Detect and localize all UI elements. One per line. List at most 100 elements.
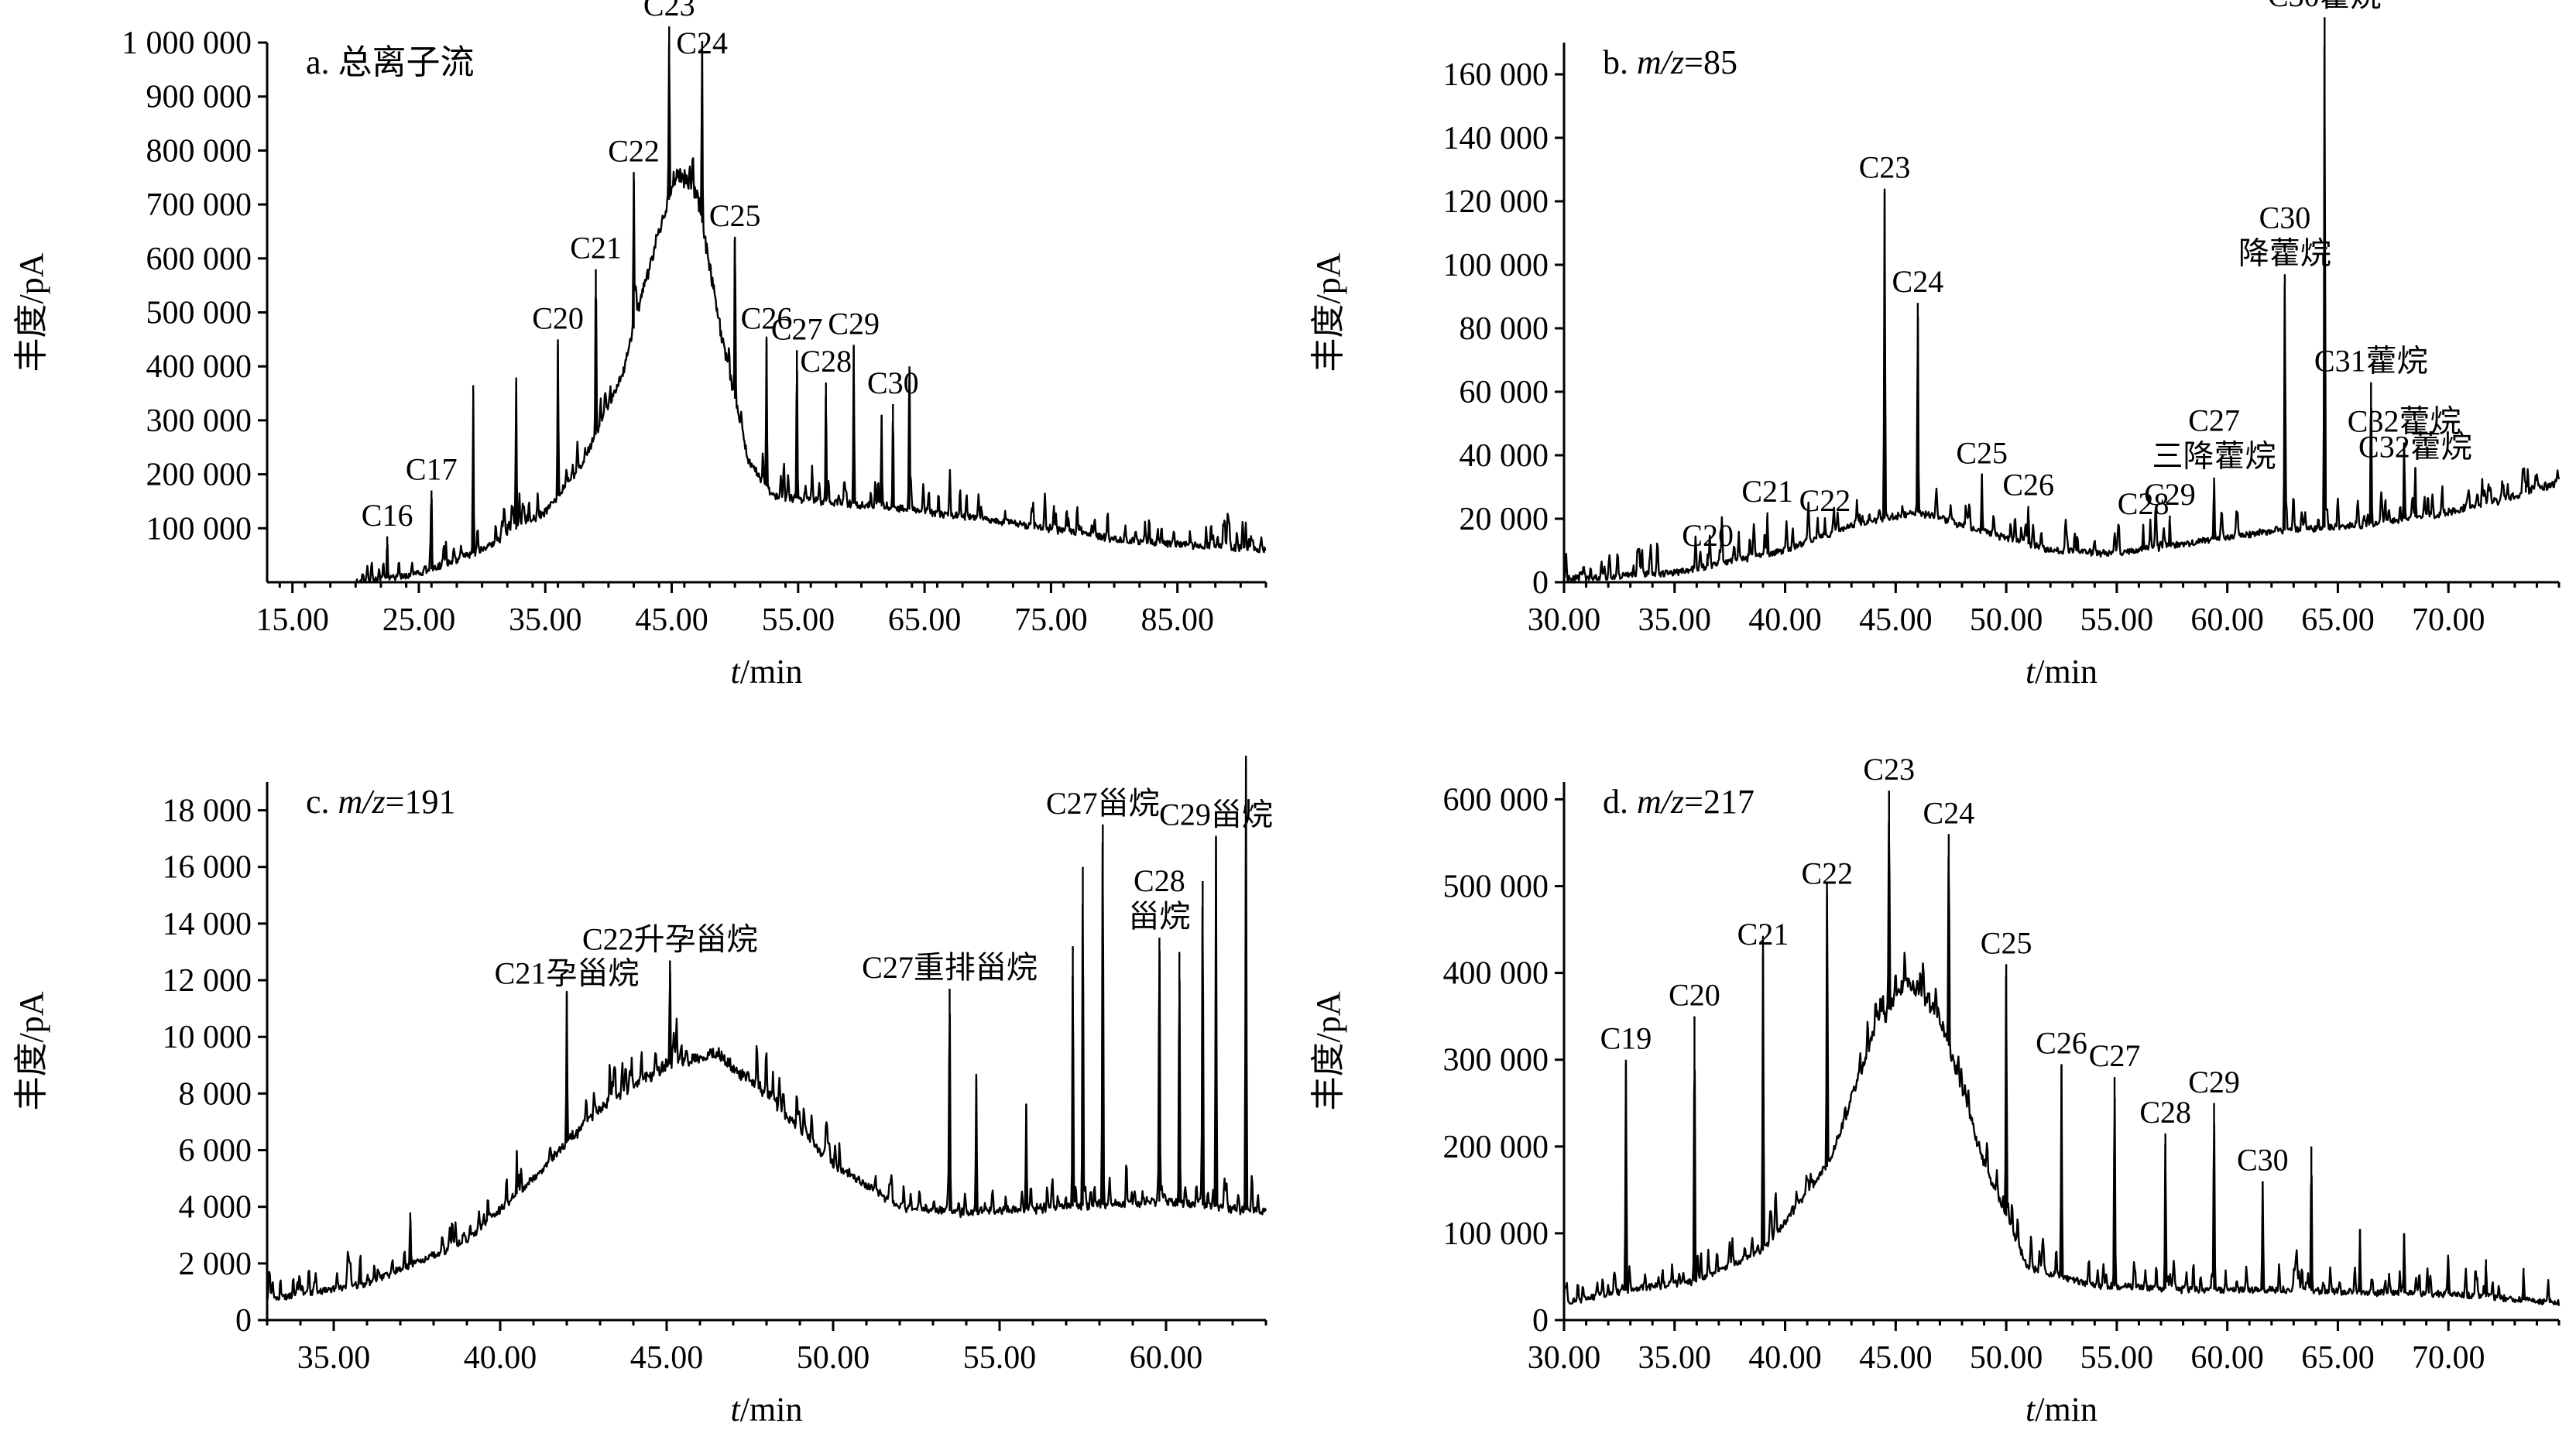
panel-title: b. m/z=85: [1603, 43, 1737, 81]
peak-label: C32藿烷: [2358, 429, 2472, 464]
peak-label: C17: [406, 452, 458, 487]
x-tick-label: 45.00: [635, 602, 708, 638]
x-tick-label: 35.00: [1638, 1340, 1712, 1376]
peak-label: C27重排甾烷: [862, 950, 1038, 985]
y-tick-label: 18 000: [163, 794, 252, 829]
peak-label: 三降藿烷: [2152, 439, 2276, 474]
x-tick-label: 50.00: [1970, 602, 2043, 638]
y-tick-label: 0: [1532, 1303, 1549, 1339]
x-tick-label: 65.00: [2301, 602, 2375, 638]
y-tick-label: 400 000: [146, 349, 252, 385]
peak-label: C23: [1863, 752, 1915, 787]
x-tick-label: 45.00: [1859, 1340, 1933, 1376]
x-tick-label: 40.00: [464, 1340, 537, 1376]
peak-label: C29: [2188, 1065, 2240, 1099]
y-tick-label: 300 000: [1443, 1043, 1549, 1079]
x-tick-label: 30.00: [1528, 602, 1601, 638]
peak-label: C20: [532, 300, 584, 335]
peak-label: C25: [709, 198, 761, 233]
peak-label: C26: [2002, 468, 2054, 502]
x-tick-label: 70.00: [2412, 602, 2485, 638]
x-tick-label: 75.00: [1014, 602, 1088, 638]
x-tick-label: 55.00: [762, 602, 835, 638]
x-axis-title: t/min: [731, 1391, 803, 1428]
chart-panel-3: 0 2 000 4 000 6 000 8 000 10 000 12 000 14 000 1…: [12, 755, 1273, 1428]
y-axis-title: 丰度/pA: [1309, 252, 1347, 372]
chart-panel-2: 0 20 000 40 000 60 000 80 000 100 000 120 000 1…: [1309, 0, 2561, 691]
x-tick-label: 35.00: [1638, 602, 1712, 638]
peak-label: C20: [1669, 978, 1720, 1013]
x-tick-label: 65.00: [888, 602, 962, 638]
x-tick-label: 45.00: [630, 1340, 704, 1376]
y-tick-label: 200 000: [146, 458, 252, 493]
panel-title: c. m/z=191: [306, 783, 455, 821]
y-tick-label: 16 000: [163, 850, 252, 886]
peak-label: C24: [1892, 264, 1944, 299]
y-tick-label: 160 000: [1443, 57, 1549, 93]
y-tick-label: 2 000: [179, 1247, 252, 1282]
y-axis-title: 丰度/pA: [12, 991, 50, 1110]
peak-label: C26: [741, 300, 793, 335]
peak-label: C20: [1682, 518, 1734, 553]
y-tick-label: 500 000: [1443, 869, 1549, 905]
y-tick-label: 80 000: [1460, 311, 1549, 347]
y-tick-label: 14 000: [163, 907, 252, 942]
peak-label: C22: [1801, 856, 1853, 891]
chromatogram-trace: [266, 755, 1267, 1304]
x-axis-title: t/min: [2025, 653, 2098, 691]
peak-label: C26: [2036, 1025, 2087, 1060]
peak-label: C21: [1737, 917, 1789, 952]
peak-label: C30: [2259, 200, 2311, 235]
x-tick-label: 45.00: [1859, 602, 1933, 638]
x-tick-label: 25.00: [382, 602, 456, 638]
y-tick-label: 12 000: [163, 963, 252, 999]
chart-panel-1: 100 000 200 000 300 000 400 000 500 000 600 0…: [12, 0, 1267, 691]
panel-title: d. m/z=217: [1603, 783, 1754, 821]
peak-label: C25: [1956, 436, 2008, 471]
x-tick-label: 65.00: [2301, 1340, 2375, 1376]
y-tick-label: 40 000: [1460, 438, 1549, 474]
peak-label: C28: [1134, 863, 1185, 898]
y-tick-label: 800 000: [146, 133, 252, 169]
y-tick-label: 6 000: [179, 1133, 252, 1169]
x-tick-label: 60.00: [2190, 602, 2264, 638]
x-tick-label: 40.00: [1748, 602, 1822, 638]
peak-label: C22: [608, 133, 660, 168]
y-tick-label: 900 000: [146, 80, 252, 115]
x-tick-label: 55.00: [963, 1340, 1037, 1376]
x-tick-label: 35.00: [509, 602, 582, 638]
x-tick-label: 50.00: [797, 1340, 870, 1376]
y-tick-label: 200 000: [1443, 1130, 1549, 1165]
x-tick-label: 15.00: [256, 602, 329, 638]
y-tick-label: 140 000: [1443, 121, 1549, 156]
x-tick-label: 50.00: [1970, 1340, 2043, 1376]
peak-label: C32藿烷: [2348, 404, 2461, 439]
y-tick-label: 8 000: [179, 1076, 252, 1112]
peak-label: C23: [1859, 150, 1911, 185]
peak-label: C22: [1799, 483, 1851, 518]
y-tick-label: 300 000: [146, 403, 252, 439]
y-axis-title: 丰度/pA: [12, 252, 50, 372]
y-tick-label: 1 000 000: [122, 26, 252, 61]
peak-label: C29甾烷: [1159, 797, 1273, 832]
peak-label: C28: [2118, 486, 2170, 521]
peak-label: C30: [2237, 1143, 2289, 1178]
peak-label: C27: [771, 311, 823, 346]
y-tick-label: 600 000: [146, 242, 252, 277]
x-axis-title: t/min: [731, 653, 803, 691]
peak-label: 甾烷: [1128, 899, 1190, 934]
x-axis-title: t/min: [2025, 1391, 2098, 1428]
y-tick-label: 400 000: [1443, 956, 1549, 992]
y-tick-label: 20 000: [1460, 502, 1549, 537]
peak-label: C21: [570, 231, 622, 266]
y-axis-title: 丰度/pA: [1309, 991, 1347, 1110]
x-tick-label: 55.00: [2080, 1340, 2154, 1376]
y-tick-label: 0: [1532, 565, 1549, 601]
chromatogram-trace: [355, 40, 1267, 584]
peak-label: C28: [2139, 1095, 2191, 1130]
peak-label: C24: [676, 26, 728, 60]
peak-label: C21孕甾烷: [495, 955, 640, 990]
peak-label: C27甾烷: [1046, 786, 1160, 821]
x-tick-label: 55.00: [2080, 602, 2154, 638]
